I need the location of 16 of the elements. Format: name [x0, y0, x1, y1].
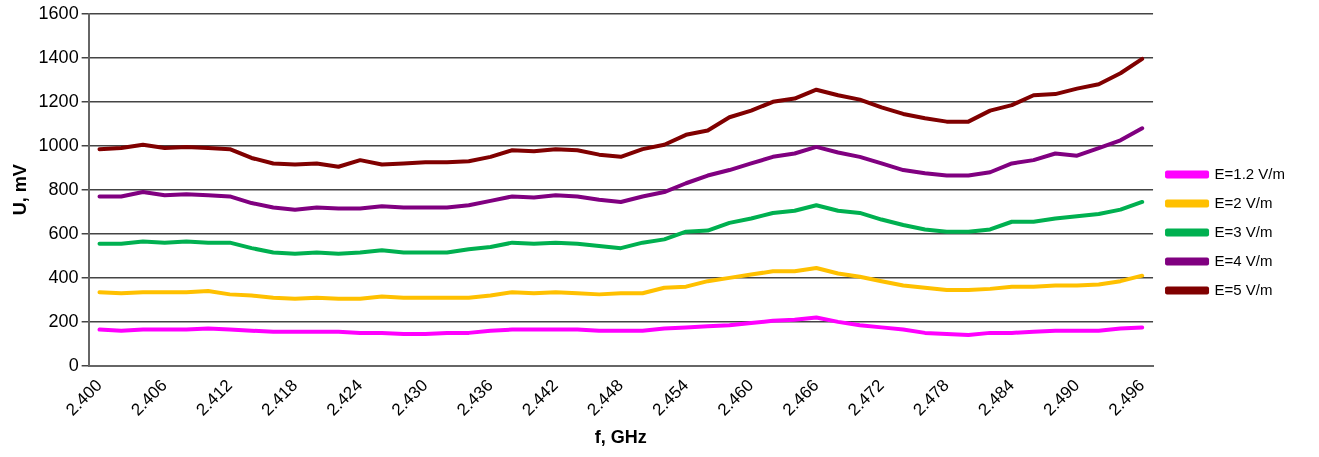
- legend-label: E=5 V/m: [1214, 280, 1273, 298]
- y-tick-label: 800: [48, 178, 79, 199]
- legend-label: E=2 V/m: [1214, 193, 1273, 211]
- legend-label: E=4 V/m: [1214, 251, 1273, 269]
- legend-label: E=3 V/m: [1214, 222, 1273, 240]
- y-tick-label: 600: [48, 222, 79, 243]
- y-axis-title: U, mV: [9, 164, 30, 216]
- y-tick-label: 1000: [38, 134, 79, 155]
- y-tick-label: 0: [68, 354, 79, 375]
- y-tick-label: 1400: [38, 46, 79, 67]
- y-tick-label: 200: [48, 310, 79, 331]
- y-tick-label: 400: [48, 266, 79, 287]
- legend-label: E=1.2 V/m: [1214, 164, 1285, 182]
- y-tick-label: 1600: [38, 2, 79, 23]
- x-axis-title: f, GHz: [594, 427, 647, 448]
- y-tick-label: 1200: [38, 90, 79, 111]
